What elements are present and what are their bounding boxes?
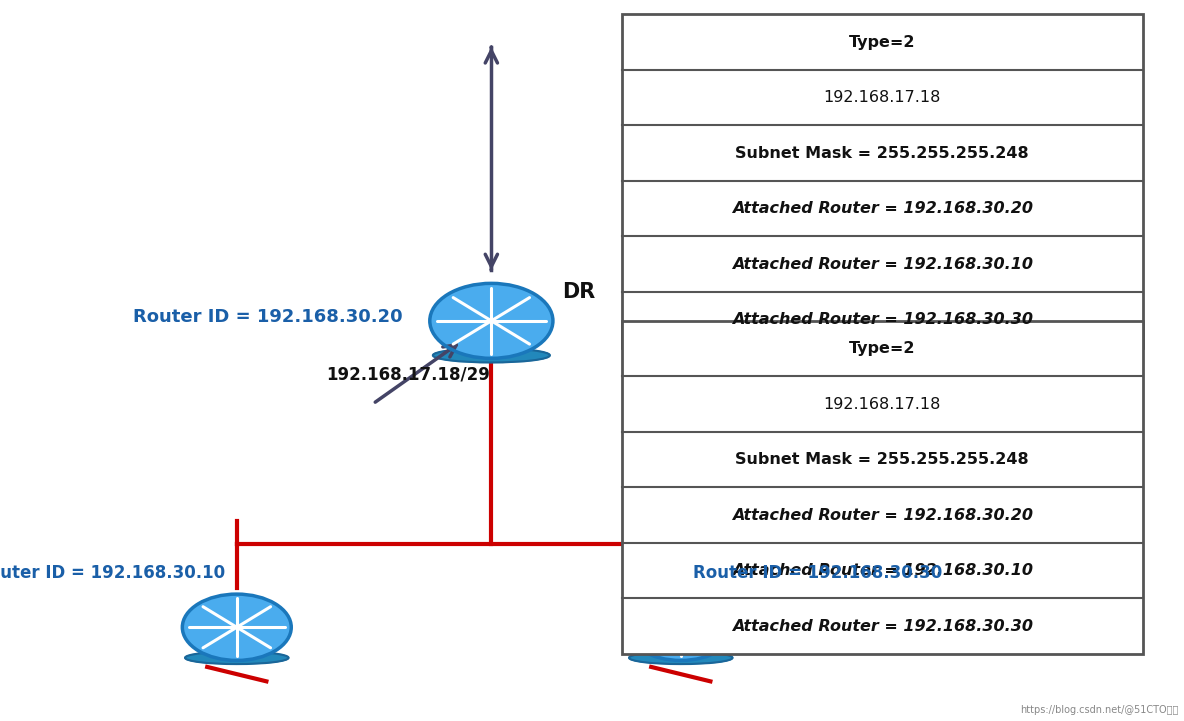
Ellipse shape [433, 348, 549, 363]
Text: Router ID = 192.168.30.30: Router ID = 192.168.30.30 [693, 565, 942, 582]
Text: Attached Router = 192.168.30.20: Attached Router = 192.168.30.20 [732, 201, 1032, 216]
Circle shape [210, 611, 264, 644]
Circle shape [626, 594, 735, 660]
Circle shape [626, 594, 735, 660]
Text: https://blog.csdn.net/@51CTO博客: https://blog.csdn.net/@51CTO博客 [1019, 705, 1178, 715]
Circle shape [230, 623, 244, 632]
Circle shape [661, 615, 701, 640]
Circle shape [202, 606, 271, 648]
Ellipse shape [185, 652, 289, 664]
Circle shape [445, 293, 538, 349]
Text: Subnet Mask = 255.255.255.248: Subnet Mask = 255.255.255.248 [735, 452, 1029, 467]
Text: DR: DR [562, 282, 596, 302]
FancyBboxPatch shape [622, 14, 1143, 348]
Text: Type=2: Type=2 [849, 341, 915, 356]
Text: Attached Router = 192.168.30.30: Attached Router = 192.168.30.30 [732, 312, 1032, 327]
Text: Attached Router = 192.168.30.30: Attached Router = 192.168.30.30 [732, 619, 1032, 634]
Circle shape [461, 302, 522, 340]
Circle shape [654, 611, 708, 644]
Circle shape [197, 602, 278, 652]
Circle shape [217, 615, 257, 640]
Circle shape [438, 288, 545, 353]
Circle shape [674, 623, 688, 632]
Text: Attached Router = 192.168.30.10: Attached Router = 192.168.30.10 [732, 257, 1032, 272]
Circle shape [182, 594, 291, 660]
Circle shape [189, 598, 284, 656]
Text: Type=2: Type=2 [849, 35, 915, 50]
Text: 192.168.17.18/29: 192.168.17.18/29 [327, 366, 490, 384]
Circle shape [224, 619, 251, 636]
Text: 192.168.17.18: 192.168.17.18 [823, 90, 941, 105]
Circle shape [476, 311, 507, 330]
Text: Attached Router = 192.168.30.20: Attached Router = 192.168.30.20 [732, 508, 1032, 523]
Text: Router ID = 192.168.30.10: Router ID = 192.168.30.10 [0, 565, 225, 582]
Ellipse shape [629, 652, 733, 664]
Circle shape [633, 598, 728, 656]
Circle shape [430, 283, 553, 358]
Text: 192.168.17.18: 192.168.17.18 [823, 397, 941, 412]
Text: Subnet Mask = 255.255.255.248: Subnet Mask = 255.255.255.248 [735, 146, 1029, 161]
Circle shape [668, 619, 694, 636]
Circle shape [646, 606, 715, 648]
Text: Attached Router = 192.168.30.10: Attached Router = 192.168.30.10 [732, 563, 1032, 578]
Text: Router ID = 192.168.30.20: Router ID = 192.168.30.20 [133, 309, 403, 326]
Circle shape [483, 316, 500, 326]
Circle shape [182, 594, 291, 660]
Circle shape [452, 297, 529, 344]
Circle shape [468, 306, 514, 335]
Circle shape [430, 283, 553, 358]
FancyBboxPatch shape [622, 321, 1143, 654]
Circle shape [639, 602, 722, 652]
